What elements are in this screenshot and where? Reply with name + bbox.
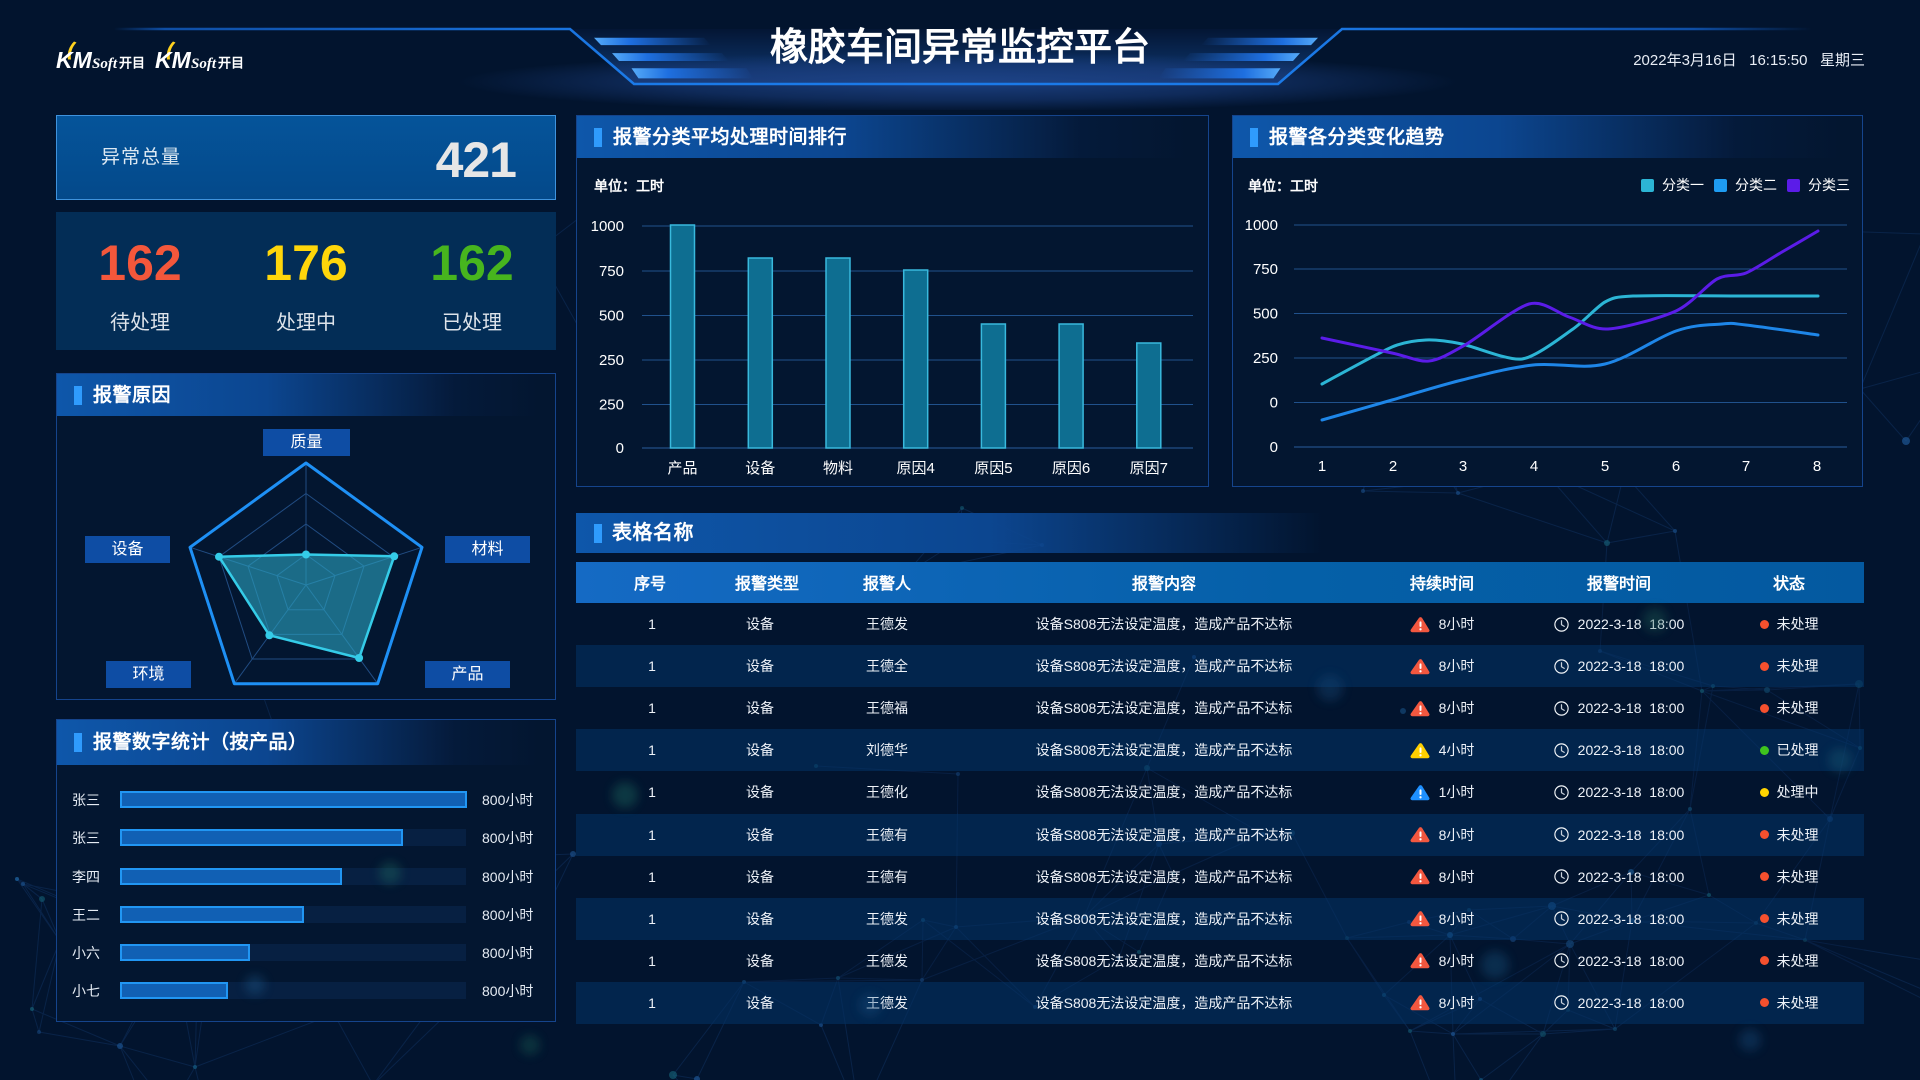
- svg-text:3: 3: [1459, 458, 1467, 475]
- svg-text:设备: 设备: [745, 460, 775, 477]
- svg-text:0: 0: [1270, 395, 1278, 412]
- svg-text:原因5: 原因5: [974, 460, 1012, 477]
- svg-text:250: 250: [599, 397, 624, 414]
- svg-text:原因6: 原因6: [1052, 460, 1090, 477]
- svg-text:Soft: Soft: [92, 56, 118, 72]
- svg-text:500: 500: [599, 308, 624, 325]
- svg-text:5: 5: [1601, 458, 1609, 475]
- svg-text:750: 750: [1253, 261, 1278, 278]
- svg-text:KM: KM: [155, 47, 192, 73]
- svg-text:4: 4: [1530, 458, 1538, 475]
- svg-text:原因4: 原因4: [897, 460, 935, 477]
- svg-text:250: 250: [1253, 350, 1278, 367]
- svg-text:1: 1: [1318, 458, 1326, 475]
- svg-text:0: 0: [1270, 439, 1278, 456]
- svg-text:250: 250: [599, 352, 624, 369]
- svg-text:物料: 物料: [823, 460, 853, 477]
- svg-text:0: 0: [616, 440, 624, 457]
- svg-text:开目: 开目: [119, 56, 145, 71]
- svg-text:2: 2: [1389, 458, 1397, 475]
- svg-text:750: 750: [599, 263, 624, 280]
- svg-text:开目: 开目: [218, 56, 244, 71]
- svg-text:500: 500: [1253, 306, 1278, 323]
- svg-text:KM: KM: [56, 47, 93, 73]
- svg-text:6: 6: [1672, 458, 1680, 475]
- svg-text:Soft: Soft: [191, 56, 217, 72]
- svg-text:原因7: 原因7: [1130, 460, 1168, 477]
- svg-text:8: 8: [1813, 458, 1821, 475]
- svg-text:7: 7: [1742, 458, 1750, 475]
- svg-text:产品: 产品: [667, 460, 697, 477]
- svg-text:1000: 1000: [591, 218, 624, 235]
- svg-text:1000: 1000: [1245, 217, 1278, 234]
